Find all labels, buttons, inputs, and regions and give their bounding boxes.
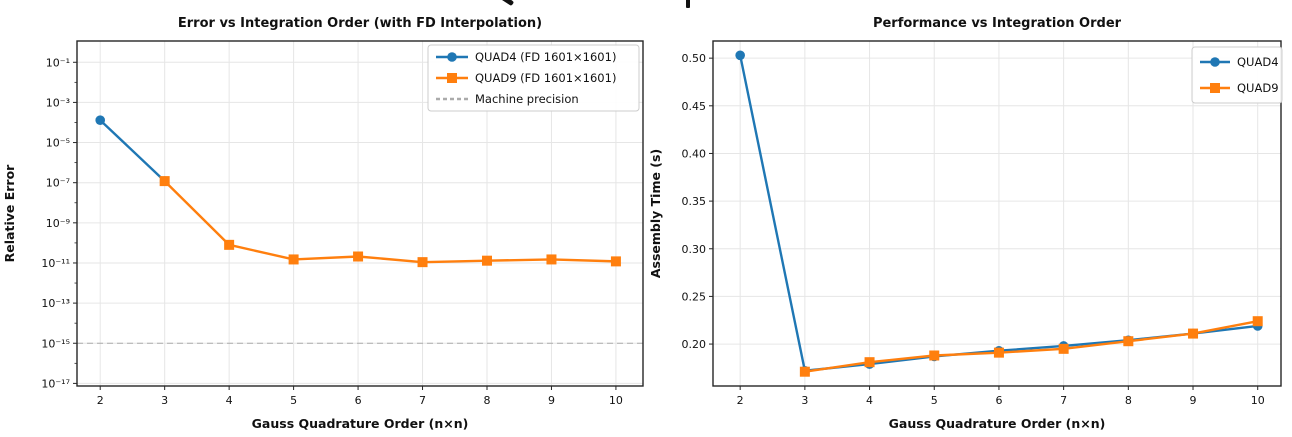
- x-tick-label: 8: [483, 394, 490, 407]
- data-point-square: [417, 257, 428, 268]
- legend-marker-square: [447, 73, 457, 83]
- legend-label: QUAD9 (FD 1601×1601): [475, 71, 616, 85]
- series-line-quad9: [803, 319, 1259, 373]
- x-axis-label: Gauss Quadrature Order (n×n): [889, 416, 1106, 431]
- data-point-square: [864, 357, 875, 368]
- legend-marker-square: [1210, 83, 1220, 93]
- y-tick-label: 10⁻¹⁷: [41, 377, 70, 390]
- data-point-circle: [95, 115, 106, 125]
- x-tick-label: 6: [995, 394, 1002, 407]
- y-tick-label: 0.20: [682, 338, 707, 351]
- chart-title: Performance vs Integration Order: [873, 16, 1122, 31]
- data-point-square: [1188, 328, 1199, 339]
- x-tick-label: 9: [1190, 394, 1197, 407]
- x-tick-label: 6: [355, 394, 362, 407]
- y-tick-label: 10⁻⁷: [46, 177, 70, 190]
- series-line-quad4: [99, 118, 166, 183]
- data-point-square: [610, 256, 621, 267]
- error-vs-order-chart: 2 3 4 5 6 7 8 9 10 10⁻¹ 10⁻³ 10⁻⁵ 10⁻⁷ 10⁻⁹ 10⁻¹¹ 10⁻¹³…: [2, 16, 644, 431]
- y-tick-label: 10⁻⁹: [46, 217, 70, 230]
- x-tick-label: 4: [866, 394, 873, 407]
- legend-marker-circle: [447, 52, 457, 62]
- y-tick-label: 0.40: [682, 147, 707, 160]
- x-tick-label: 2: [737, 394, 744, 407]
- x-tick-label: 2: [97, 394, 104, 407]
- x-tick-label: 4: [226, 394, 233, 407]
- data-point-square: [1058, 343, 1069, 354]
- legend-label: Machine precision: [475, 92, 579, 106]
- x-tick-label: 3: [161, 394, 168, 407]
- legend-marker-circle: [1210, 57, 1220, 67]
- data-point-square: [993, 347, 1004, 358]
- y-axis-label: Assembly Time (s): [648, 149, 663, 278]
- x-tick-label: 7: [1060, 394, 1067, 407]
- data-point-square: [799, 366, 810, 377]
- plot-border: [712, 40, 1282, 387]
- y-tick-label: 10⁻¹⁵: [41, 337, 70, 350]
- y-tick-label: 10⁻³: [46, 96, 70, 109]
- y-tick-label: 10⁻¹: [46, 56, 70, 69]
- x-tick-label: 5: [290, 394, 297, 407]
- x-tick-label: 3: [801, 394, 808, 407]
- y-tick-label: 0.50: [682, 52, 707, 65]
- x-tick-label: 5: [931, 394, 938, 407]
- y-tick-label: 10⁻¹³: [41, 297, 70, 310]
- data-point-square: [929, 350, 940, 361]
- data-point-square: [353, 251, 364, 262]
- series-line-quad9: [163, 179, 618, 264]
- data-point-square: [224, 239, 235, 250]
- plot-border: [76, 40, 644, 387]
- data-point-square: [1252, 316, 1263, 327]
- cropped-suptitle-fragment-icon: [686, 0, 690, 8]
- x-tick-label: 10: [1251, 394, 1265, 407]
- data-point-square: [159, 176, 170, 187]
- y-tick-label: 0.45: [682, 100, 707, 113]
- performance-vs-order-chart: 2 3 4 5 6 7 8 9 10 0.20 0.25 0.30 0.35 0.40 0.45 0.50 Pe…: [648, 16, 1283, 431]
- x-tick-label: 7: [419, 394, 426, 407]
- y-axis-label: Relative Error: [2, 164, 17, 263]
- data-point-circle: [735, 50, 745, 61]
- x-tick-label: 10: [609, 394, 623, 407]
- y-tick-label: 10⁻⁵: [46, 137, 70, 150]
- data-point-square: [481, 255, 492, 266]
- y-tick-label: 10⁻¹¹: [41, 257, 70, 270]
- legend-label: QUAD4: [1237, 55, 1279, 69]
- legend-label: QUAD9: [1237, 81, 1279, 95]
- y-tick-label: 0.25: [682, 290, 707, 303]
- data-point-square: [546, 254, 557, 265]
- y-tick-label: 0.35: [682, 195, 707, 208]
- x-axis-label: Gauss Quadrature Order (n×n): [252, 416, 469, 431]
- data-point-square: [1123, 336, 1134, 347]
- chart-title: Error vs Integration Order (with FD Inte…: [178, 16, 542, 31]
- y-tick-label: 0.30: [682, 243, 707, 256]
- x-tick-label: 9: [548, 394, 555, 407]
- x-tick-label: 8: [1125, 394, 1132, 407]
- legend-box: [427, 44, 640, 112]
- legend-label: QUAD4 (FD 1601×1601): [475, 50, 616, 64]
- data-point-square: [288, 254, 299, 265]
